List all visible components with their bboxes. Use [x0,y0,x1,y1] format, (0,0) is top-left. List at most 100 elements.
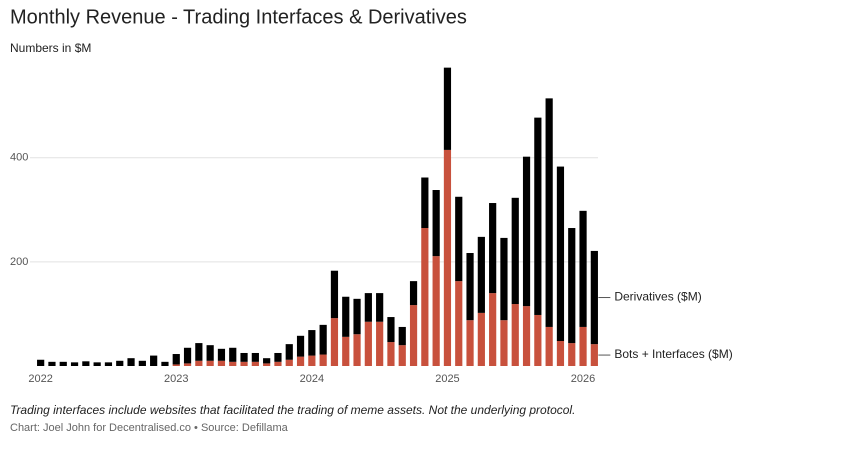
bar-segment [579,210,587,327]
bar-segment [48,361,56,366]
bar-segment [376,321,384,366]
bar-segment [296,356,305,366]
bar-segment [229,361,237,366]
bar-segment [522,306,531,366]
bar-segment [455,196,463,282]
bar-segment [183,347,192,364]
bar-segment [217,360,226,366]
bar-segment [398,345,406,366]
bar-segment [579,326,587,366]
bar-segment [568,228,576,344]
bar-segment [387,342,395,366]
bar-segment [364,293,372,322]
bar-segment [432,256,440,366]
bar-segment [274,361,282,366]
legend-label: Bots + Interfaces ($M) [614,347,732,361]
bar-segment [330,270,339,319]
bar-segment [319,324,327,355]
x-tick-label: 2023 [164,373,188,385]
bar-segment [285,344,293,360]
bar-segment [421,228,429,366]
bar-segment [398,326,406,346]
bar-segment [477,312,485,366]
y-tick-label: 400 [10,152,28,164]
bar-segment [104,362,113,366]
bar-segment [545,98,553,327]
bar-segment [229,347,237,362]
bar-segment [421,177,429,229]
x-tick-label: 2022 [28,373,52,385]
bar-segment [409,305,418,366]
bar-segment [240,352,248,362]
bar-segment [251,352,259,362]
x-tick-label: 2024 [300,373,324,385]
bar-segment [534,117,542,315]
bar-segment [545,326,553,366]
bar-segment [138,360,146,366]
bar-segment [353,298,361,335]
bar-segment [217,348,226,361]
bar-segment [590,250,598,345]
bar-segment [466,253,474,321]
bar-segment [240,361,248,366]
bar-segment [376,293,384,322]
bar-segment [296,335,305,357]
bar-segment [511,304,519,366]
bar-segment [489,293,497,366]
bar-segment [319,354,327,366]
bar-segment [556,341,565,366]
bar-segment [37,359,45,366]
chart-note: Trading interfaces include websites that… [10,403,575,417]
bar-segment [308,330,316,356]
bar-segment [251,361,259,366]
bar-segment [432,190,440,257]
bar-segment [477,236,485,313]
bar-segment [263,363,271,366]
bar-segment [150,355,158,366]
bar-segment [511,197,519,305]
bar-segment [206,360,214,366]
bar-segment [455,281,463,366]
bar-segment [353,334,361,366]
bar-segment [93,362,101,366]
bar-segment [534,314,542,366]
bar-segment [443,67,452,150]
bar-segment [522,156,531,307]
bar-segment [409,281,418,306]
bar-segment [116,360,124,366]
bar-segment [500,237,508,321]
bar-segment [195,360,203,366]
bar-segment [387,317,395,343]
bar-segment [161,361,169,366]
x-tick-label: 2026 [571,373,595,385]
bar-segment [443,149,452,366]
bar-segment [263,358,271,364]
y-tick-label: 200 [10,256,28,268]
bar-segment [590,344,598,366]
legend-label: Derivatives ($M) [614,290,701,304]
bar-segment [466,320,474,366]
bar-segment [342,296,350,337]
bar-segment [489,203,497,294]
chart-title: Monthly Revenue - Trading Interfaces & D… [10,6,467,28]
bar-segment [308,355,316,366]
bar-segment [274,352,282,362]
chart-subtitle: Numbers in $M [10,41,91,55]
bar-segment [556,166,565,342]
bar-segment [330,318,339,366]
bar-segment [195,343,203,361]
x-tick-label: 2025 [435,373,459,385]
bar-segment [206,345,214,361]
bar-segment [364,321,372,366]
bar-segment [127,358,135,366]
bar-segment [172,354,180,365]
bar-segment [172,364,180,366]
bar-segment [59,361,67,366]
bar-segment [342,336,350,366]
bar-segment [183,363,192,366]
bar-segment [500,320,508,366]
bar-segment [82,361,90,366]
bar-segment [70,362,79,366]
